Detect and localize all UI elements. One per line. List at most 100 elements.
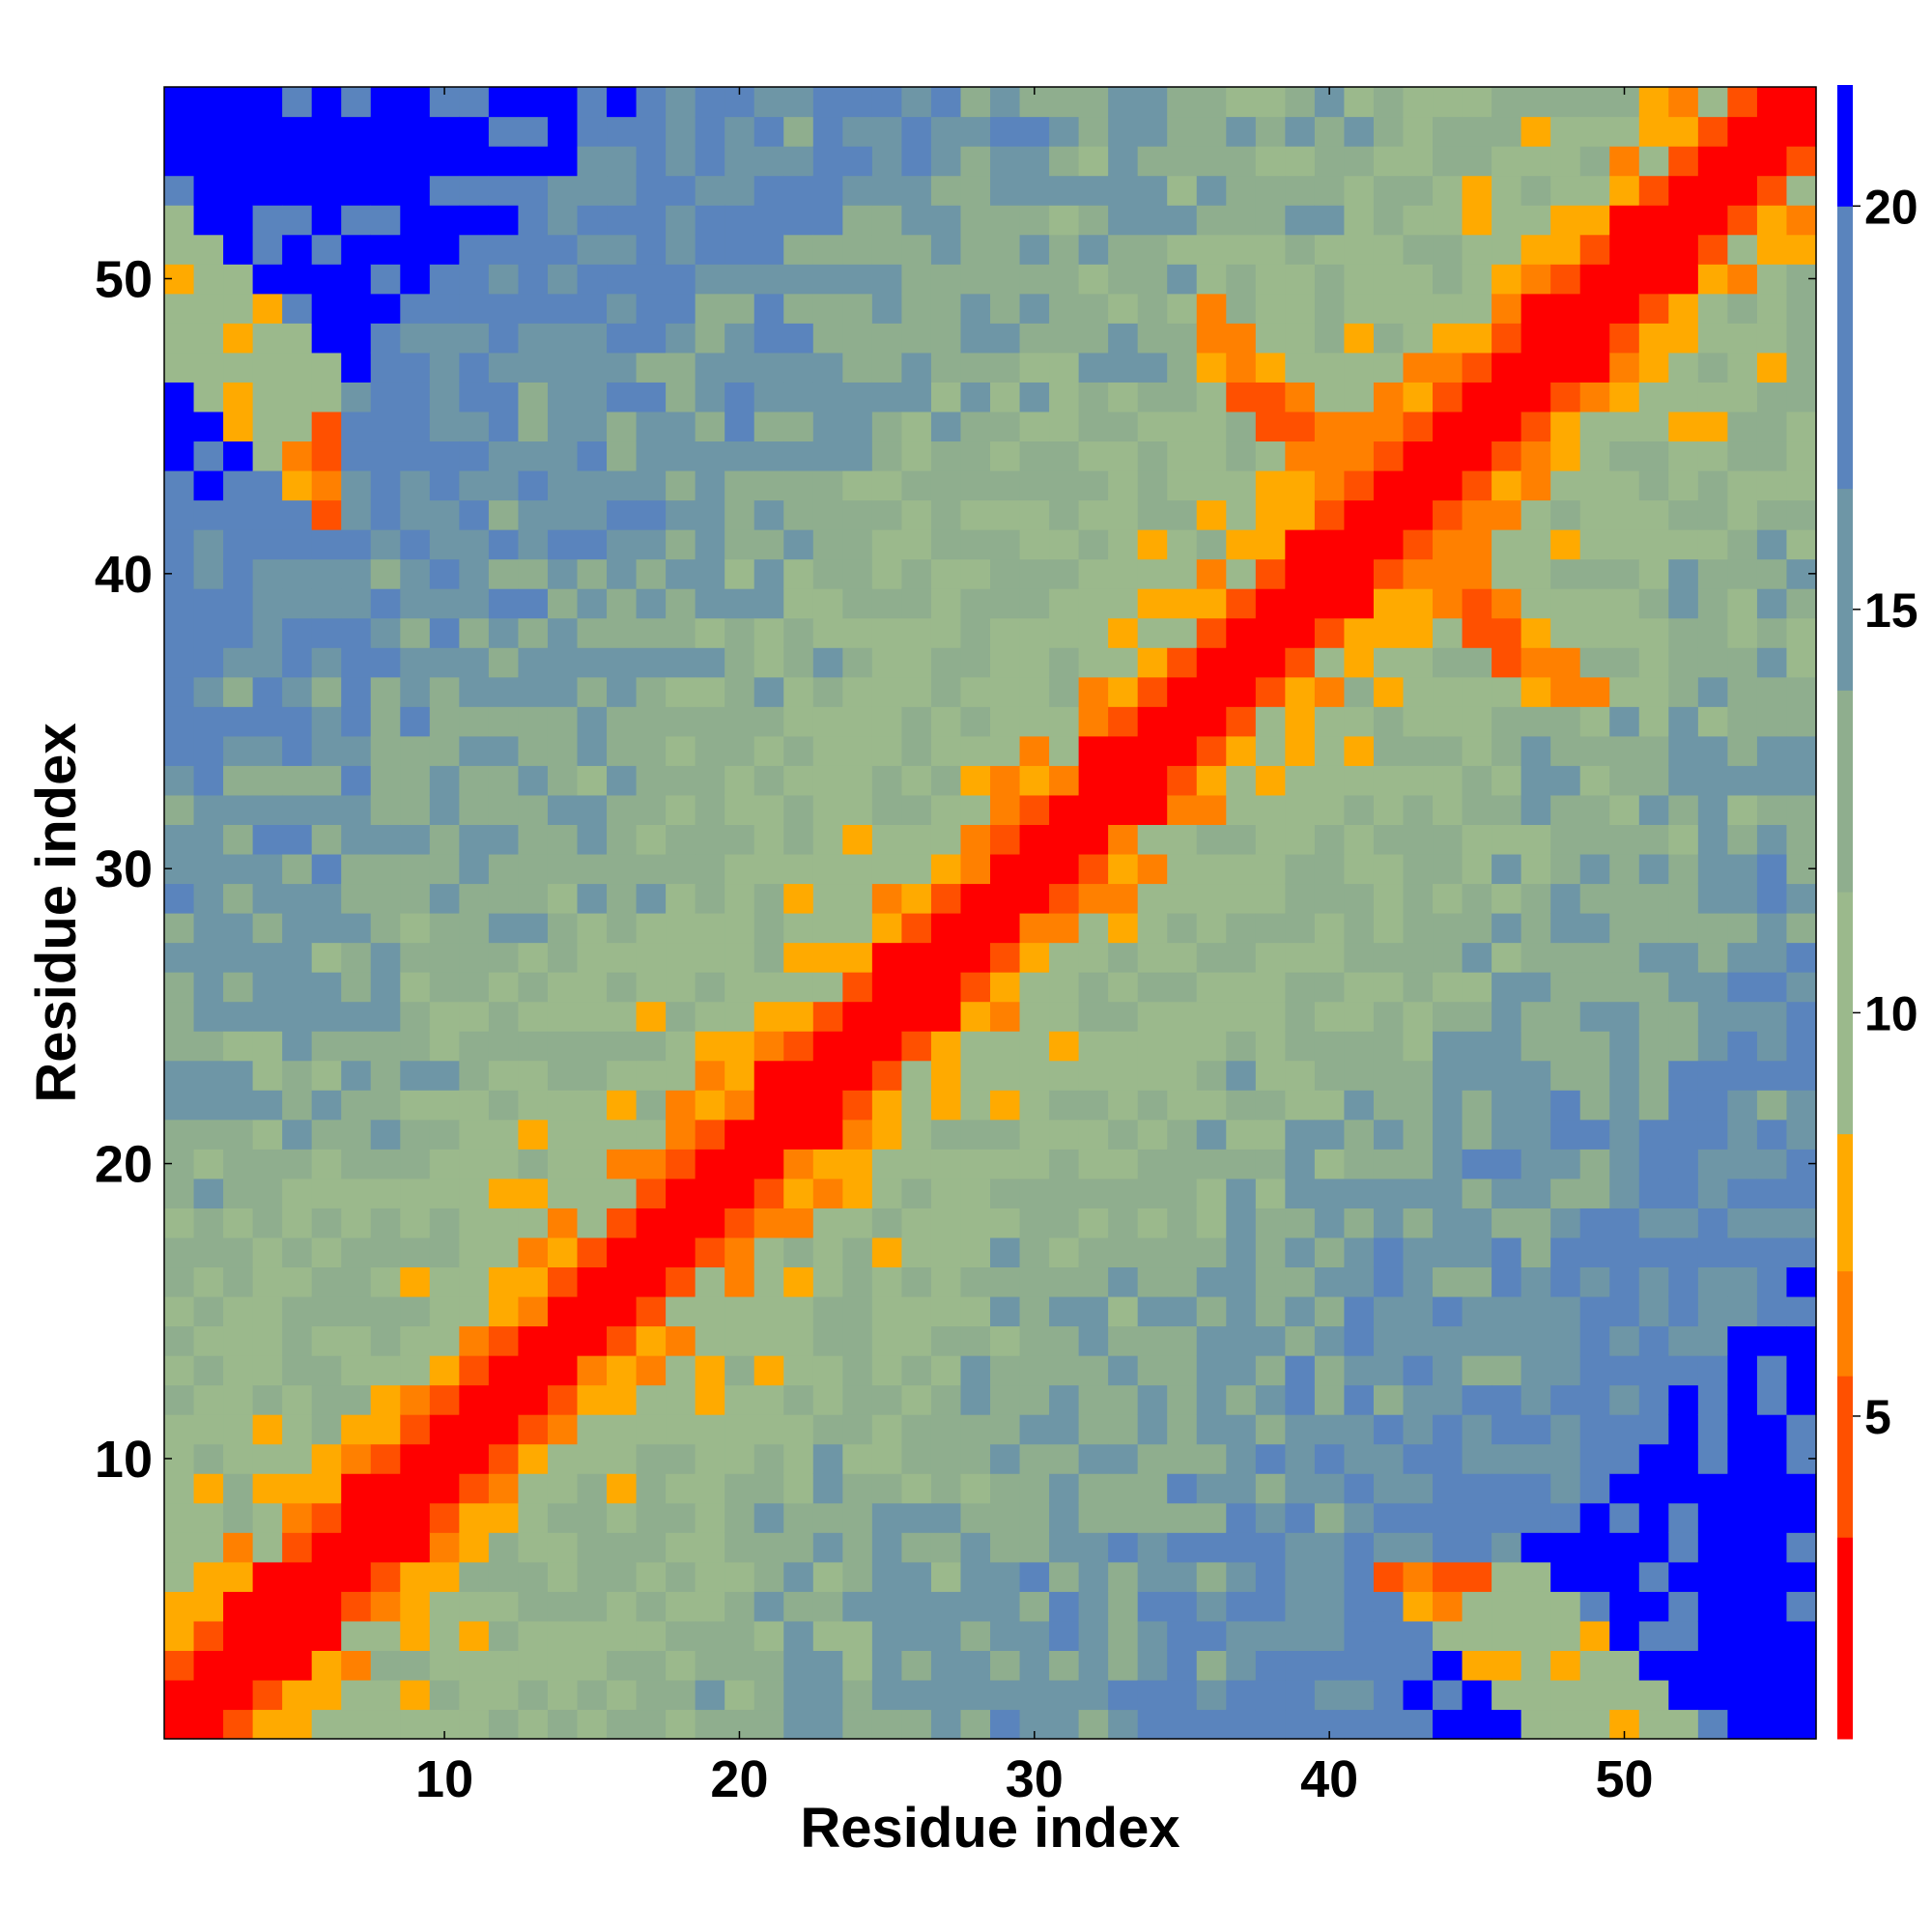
heatmap-cell [990, 87, 1021, 118]
heatmap-cell [960, 1119, 991, 1150]
heatmap-cell [1756, 1295, 1788, 1327]
heatmap-cell [1433, 1620, 1463, 1651]
heatmap-cell [930, 883, 962, 914]
heatmap-cell [1373, 264, 1405, 295]
heatmap-cell [1314, 1591, 1346, 1622]
heatmap-cell [1196, 87, 1227, 118]
heatmap-cell [252, 1502, 283, 1533]
heatmap-cell [252, 323, 283, 354]
heatmap-cell [1108, 972, 1139, 1003]
heatmap-cell [1579, 735, 1610, 766]
heatmap-cell [607, 853, 638, 885]
heatmap-cell [1344, 1208, 1375, 1238]
heatmap-cell [1285, 883, 1316, 914]
heatmap-cell [1638, 1414, 1669, 1445]
heatmap-cell [1609, 588, 1640, 619]
heatmap-cell [783, 469, 814, 501]
heatmap-cell [960, 824, 991, 855]
heatmap-cell [636, 765, 667, 796]
heatmap-cell [1579, 1001, 1610, 1032]
heatmap-cell [1344, 1090, 1375, 1121]
heatmap-cell [311, 205, 342, 236]
heatmap-cell [901, 853, 932, 885]
heatmap-cell [695, 706, 725, 737]
heatmap-cell [223, 1473, 254, 1504]
heatmap-cell [1078, 647, 1109, 678]
heatmap-cell [607, 972, 638, 1003]
heatmap-cell [842, 853, 873, 885]
heatmap-cell [282, 352, 313, 383]
heatmap-cell [695, 1001, 725, 1032]
heatmap-cell [1137, 1502, 1168, 1533]
heatmap-cell [1609, 1532, 1640, 1563]
heatmap-cell [753, 942, 784, 973]
heatmap-cell [1314, 116, 1346, 147]
heatmap-cell [1049, 647, 1080, 678]
heatmap-cell [1108, 617, 1139, 648]
heatmap-cell [695, 1591, 725, 1622]
heatmap-cell [282, 1679, 313, 1711]
heatmap-cell [960, 1266, 991, 1297]
heatmap-cell [666, 1532, 696, 1563]
heatmap-cell [547, 647, 579, 678]
heatmap-cell [930, 1591, 962, 1622]
heatmap-cell [1462, 1178, 1492, 1208]
heatmap-cell [1226, 1031, 1257, 1062]
heatmap-cell [695, 972, 725, 1003]
heatmap-cell [1550, 1709, 1581, 1740]
heatmap-cell [547, 146, 579, 177]
heatmap-cell [282, 469, 313, 501]
heatmap-cell [252, 1178, 283, 1208]
heatmap-cell [695, 1119, 725, 1150]
heatmap-cell [1285, 440, 1316, 471]
heatmap-cell [695, 175, 725, 206]
heatmap-cell [1550, 1325, 1581, 1356]
heatmap-cell [666, 1208, 696, 1238]
heatmap-cell [1668, 1060, 1699, 1091]
heatmap-cell [990, 588, 1021, 619]
heatmap-cell [429, 293, 460, 324]
heatmap-cell [1492, 1355, 1522, 1386]
heatmap-cell [1137, 1532, 1168, 1563]
heatmap-cell [1137, 440, 1168, 471]
heatmap-cell [400, 1650, 431, 1681]
heatmap-cell [930, 1236, 962, 1268]
heatmap-cell [282, 146, 313, 177]
heatmap-cell [901, 234, 932, 265]
heatmap-cell [1697, 588, 1728, 619]
heatmap-cell [252, 1295, 283, 1327]
heatmap-cell [695, 735, 725, 766]
heatmap-cell [1756, 824, 1788, 855]
heatmap-cell [282, 1090, 313, 1121]
heatmap-cell [753, 205, 784, 236]
heatmap-cell [1668, 175, 1699, 206]
heatmap-cell [783, 1709, 814, 1740]
heatmap-cell [1344, 116, 1375, 147]
heatmap-cell [753, 293, 784, 324]
heatmap-cell [1373, 293, 1405, 324]
heatmap-cell [695, 794, 725, 825]
heatmap-cell [1609, 913, 1640, 944]
heatmap-cell [577, 352, 608, 383]
heatmap-cell [547, 1532, 579, 1563]
heatmap-cell [282, 1325, 313, 1356]
heatmap-cell [1314, 1384, 1346, 1415]
heatmap-cell [547, 1620, 579, 1651]
heatmap-cell [753, 1532, 784, 1563]
heatmap-cell [1433, 499, 1463, 530]
heatmap-cell [1285, 972, 1316, 1003]
heatmap-cell [1727, 913, 1758, 944]
heatmap-cell [341, 87, 372, 118]
heatmap-cell [1756, 913, 1788, 944]
heatmap-cell [1668, 293, 1699, 324]
heatmap-cell [1668, 1355, 1699, 1386]
heatmap-cell [1373, 1325, 1405, 1356]
heatmap-cell [400, 1502, 431, 1533]
heatmap-cell [1137, 647, 1168, 678]
heatmap-cell [1462, 1119, 1492, 1150]
heatmap-cell [429, 617, 460, 648]
heatmap-cell [901, 1119, 932, 1150]
heatmap-cell [1786, 883, 1817, 914]
heatmap-cell [1403, 1561, 1434, 1592]
heatmap-cell [901, 706, 932, 737]
